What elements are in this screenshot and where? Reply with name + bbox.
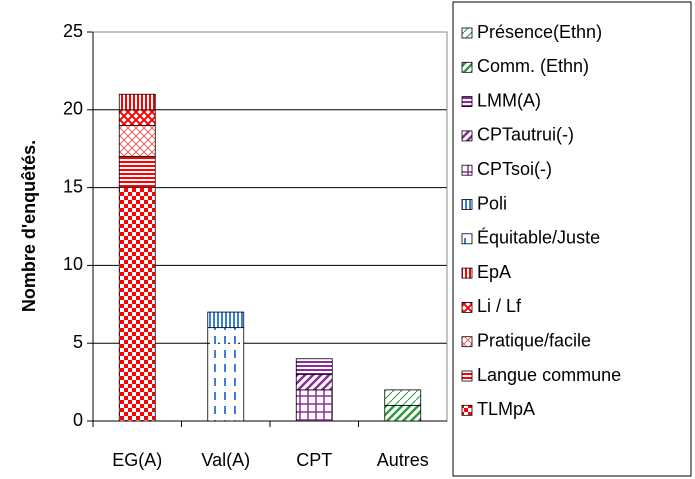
bar-segment: [118, 156, 156, 188]
legend-label: CPTautrui(-): [477, 125, 574, 145]
legend-label: Pratique/facile: [477, 330, 591, 350]
legend-swatch: [461, 130, 473, 142]
x-tick-label: Autres: [377, 450, 429, 470]
y-tick-label: 20: [63, 99, 83, 119]
bar-segment: [295, 389, 333, 422]
legend-swatch: [461, 27, 473, 39]
legend-swatch: [461, 61, 473, 73]
bar-segment: [207, 311, 245, 329]
legend-swatch: [461, 370, 473, 382]
bar-segment: [384, 389, 422, 406]
bar-segment: [118, 187, 156, 422]
x-tick-label: CPT: [296, 450, 332, 470]
legend-label: Li / Lf: [477, 296, 522, 316]
legend-swatch: [461, 233, 473, 245]
legend-label: CPTsoi(-): [477, 159, 552, 179]
bar-segment: [118, 124, 156, 157]
bar-segment: [118, 93, 156, 111]
bar-segment: [384, 405, 422, 422]
legend-label: Équitable/Juste: [477, 228, 600, 248]
x-tick-label: EG(A): [112, 450, 162, 470]
legend-swatch: [461, 267, 473, 279]
legend-swatch: [461, 164, 473, 176]
legend-box: [452, 1, 692, 477]
y-tick-label: 25: [63, 21, 83, 41]
legend-label: LMM(A): [477, 90, 541, 110]
bar-segment: [295, 358, 333, 375]
legend-swatch: [461, 96, 473, 107]
legend-swatch: [461, 336, 473, 348]
bar-segment: [207, 327, 245, 422]
legend-label: TLMpA: [477, 399, 535, 419]
legend-label: Comm. (Ethn): [477, 56, 589, 76]
x-tick-label: Val(A): [201, 450, 250, 470]
bar-segment: [118, 109, 156, 126]
y-tick-label: 10: [63, 254, 83, 274]
y-tick-label: 15: [63, 176, 83, 196]
legend-label: Poli: [477, 193, 507, 213]
legend-label: EpA: [477, 262, 511, 282]
y-axis-label: Nombre d'enquêtés.: [19, 140, 39, 312]
legend-swatch: [461, 301, 473, 313]
legend-swatch: [461, 199, 473, 210]
y-tick-label: 0: [73, 410, 83, 430]
bar-segment: [295, 373, 333, 391]
legend-label: Langue commune: [477, 365, 621, 385]
legend-swatch: [461, 404, 473, 416]
legend-label: Présence(Ethn): [477, 22, 602, 42]
y-tick-label: 5: [73, 332, 83, 352]
